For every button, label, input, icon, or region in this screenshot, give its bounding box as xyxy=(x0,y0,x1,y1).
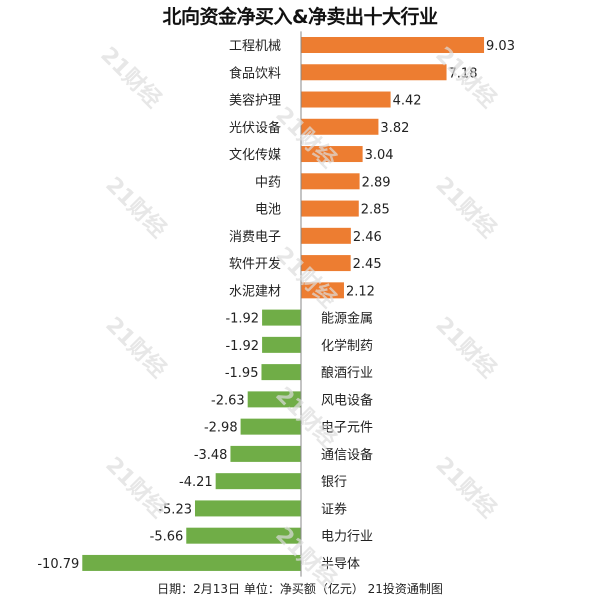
category-label: 电力行业 xyxy=(321,530,373,545)
bar-9 xyxy=(301,255,351,272)
category-label: 水泥建材 xyxy=(229,284,281,299)
data-label: 3.04 xyxy=(365,148,394,163)
category-label: 电子元件 xyxy=(321,421,373,436)
bar-15 xyxy=(240,418,301,435)
bar-5 xyxy=(301,146,363,163)
data-label: 3.82 xyxy=(380,121,409,136)
data-label: -2.63 xyxy=(211,393,245,408)
category-label: 软件开发 xyxy=(229,256,281,272)
data-label: -4.21 xyxy=(179,475,213,490)
data-label: 2.45 xyxy=(353,257,382,272)
data-label: -1.92 xyxy=(225,312,259,327)
category-label: 化学制药 xyxy=(321,338,373,354)
bar-17 xyxy=(215,473,301,490)
category-label: 中药 xyxy=(255,175,281,190)
category-label: 证券 xyxy=(321,501,347,517)
data-label: 2.46 xyxy=(353,230,382,245)
data-label: -5.66 xyxy=(150,530,184,545)
data-label: -5.23 xyxy=(158,502,192,517)
category-label: 通信设备 xyxy=(321,447,373,463)
bar-6 xyxy=(301,173,360,190)
data-label: -2.98 xyxy=(204,421,238,436)
category-label: 消费电子 xyxy=(229,230,281,245)
bar-19 xyxy=(186,527,301,544)
chart-title: 北向资金净买入&净卖出十大行业 xyxy=(162,6,438,28)
bar-20 xyxy=(82,554,301,571)
data-label: -1.92 xyxy=(225,339,259,354)
bar-4 xyxy=(301,118,379,135)
category-label: 文化传媒 xyxy=(229,148,281,163)
category-label: 美容护理 xyxy=(229,93,281,109)
bar-7 xyxy=(301,200,359,217)
bar-12 xyxy=(262,336,301,353)
bar-10 xyxy=(301,282,344,299)
data-label: 2.12 xyxy=(346,284,375,299)
data-label: 4.42 xyxy=(393,94,422,109)
bar-18 xyxy=(194,500,301,517)
category-label: 风电设备 xyxy=(321,392,373,408)
category-label: 银行 xyxy=(321,475,347,490)
category-label: 酿酒行业 xyxy=(321,365,373,381)
bar-13 xyxy=(261,364,301,381)
data-label: -10.79 xyxy=(37,557,79,572)
bar-14 xyxy=(247,391,301,408)
bar-2 xyxy=(301,64,447,81)
data-label: 2.89 xyxy=(362,175,391,190)
chart-footer: 日期：2月13日 单位：净买额（亿元） 21投资通制图 xyxy=(157,582,443,596)
bar-3 xyxy=(301,91,391,108)
data-label: 9.03 xyxy=(486,39,515,54)
bar-11 xyxy=(262,309,301,326)
category-label: 食品饮料 xyxy=(229,65,281,81)
category-label: 工程机械 xyxy=(229,39,281,54)
category-label: 电池 xyxy=(255,203,281,218)
category-label: 能源金属 xyxy=(321,311,373,327)
category-label: 光伏设备 xyxy=(229,120,281,136)
bar-8 xyxy=(301,227,351,244)
bar-1 xyxy=(301,37,485,53)
category-label: 半导体 xyxy=(321,557,360,572)
bar-16 xyxy=(230,445,301,462)
data-label: 2.85 xyxy=(361,203,390,218)
data-label: -3.48 xyxy=(194,448,228,463)
data-label: -1.95 xyxy=(225,366,259,381)
data-label: 7.18 xyxy=(449,66,478,81)
